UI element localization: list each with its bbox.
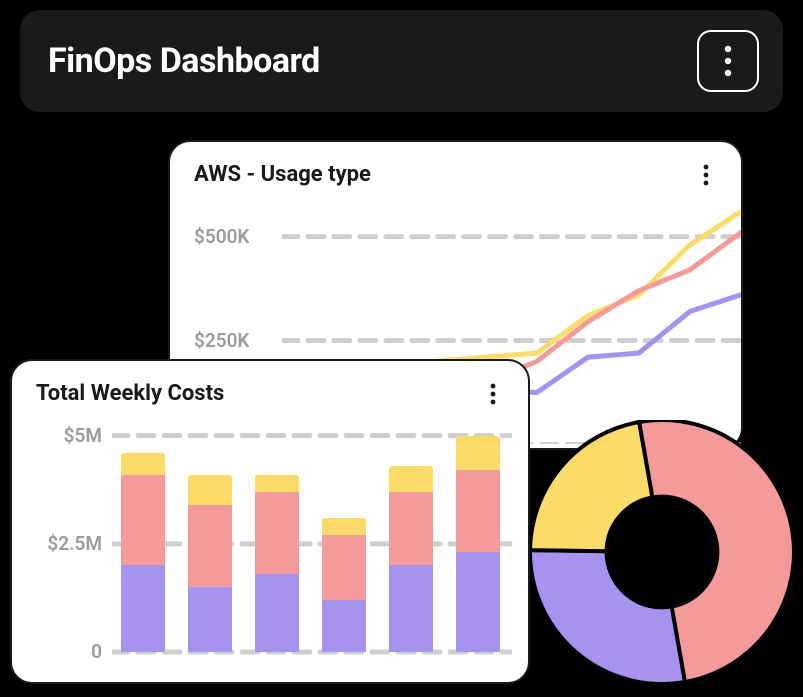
bar-chart-body: $5M $2.5M 0 [12, 414, 528, 672]
bar-column [188, 475, 232, 652]
vertical-dots-icon [724, 44, 732, 78]
bar-chart-ylabel: 0 [30, 640, 102, 663]
bar-column [389, 466, 433, 652]
bar-segment-purple [188, 587, 232, 652]
bar-segment-yellow [255, 475, 299, 492]
bar-segment-pink [389, 492, 433, 566]
bar-chart-card: Total Weekly Costs $5M $2.5M 0 [10, 359, 530, 684]
bar-segment-purple [255, 574, 299, 652]
bar-chart-plot [112, 414, 508, 652]
bar-column [255, 475, 299, 652]
bar-segment-purple [322, 600, 366, 652]
donut-slice-purple [530, 550, 685, 684]
donut-slice-yellow [530, 422, 652, 551]
bar-segment-pink [322, 535, 366, 600]
line-chart-ylabel: $250K [194, 329, 249, 352]
bar-chart-title: Total Weekly Costs [36, 381, 224, 406]
bar-column [121, 453, 165, 652]
dashboard-header: FinOps Dashboard [20, 10, 783, 112]
bar-segment-pink [456, 470, 500, 552]
bar-segment-purple [121, 565, 165, 652]
bar-segment-purple [456, 552, 500, 652]
bar-chart-ylabel: $2.5M [30, 532, 102, 555]
bar-segment-purple [389, 565, 433, 652]
vertical-dots-icon [490, 383, 496, 405]
bar-segment-yellow [188, 475, 232, 505]
line-chart-header: AWS - Usage type [170, 142, 741, 195]
bar-segment-pink [188, 505, 232, 587]
vertical-dots-icon [703, 164, 709, 186]
bar-chart-menu-button[interactable] [482, 383, 504, 405]
bar-segment-pink [121, 475, 165, 566]
bar-segment-pink [255, 492, 299, 574]
bar-segment-yellow [456, 436, 500, 471]
line-chart-menu-button[interactable] [695, 164, 717, 186]
bar-column [456, 436, 500, 652]
dashboard-title: FinOps Dashboard [48, 41, 320, 81]
bar-segment-yellow [389, 466, 433, 492]
line-chart-title: AWS - Usage type [194, 162, 371, 187]
line-chart-ylabel: $500K [194, 225, 249, 248]
bar-chart-ylabel: $5M [30, 424, 102, 447]
bar-chart-header: Total Weekly Costs [12, 361, 528, 414]
donut-chart [530, 420, 794, 684]
bar-segment-yellow [121, 453, 165, 475]
bar-segment-yellow [322, 518, 366, 535]
bar-column [322, 518, 366, 652]
header-menu-button[interactable] [697, 30, 759, 92]
